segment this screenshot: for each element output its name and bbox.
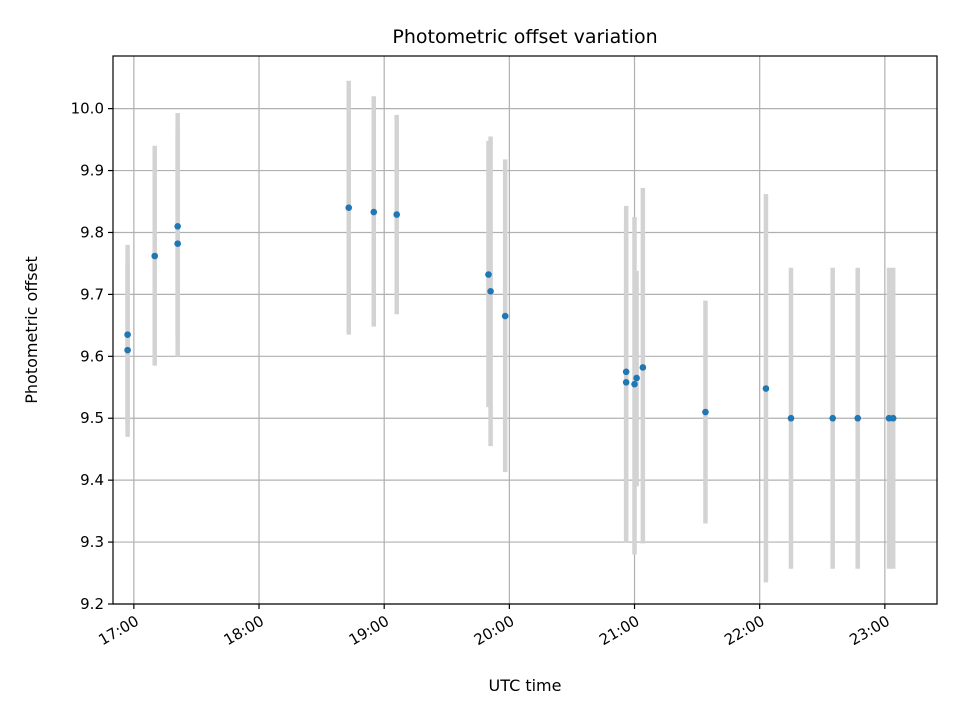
data-point <box>345 204 353 212</box>
data-point <box>702 408 709 416</box>
data-point <box>174 222 181 230</box>
data-point <box>889 414 897 422</box>
data-points <box>124 204 897 422</box>
data-point <box>370 208 378 216</box>
data-point <box>622 368 630 376</box>
y-tick-label: 9.5 <box>80 409 104 427</box>
data-point <box>633 374 640 382</box>
y-axis-ticks: 9.2 9.3 9.4 9.5 9.6 9.7 9.8 9.9 10.0 <box>71 100 113 613</box>
plot-frame <box>112 55 938 605</box>
data-point <box>124 346 131 354</box>
y-tick-label: 10.0 <box>71 100 104 118</box>
data-point <box>787 414 795 422</box>
y-tick-label: 9.3 <box>80 533 104 551</box>
y-tick-label: 9.8 <box>80 223 104 241</box>
y-tick-label: 9.7 <box>80 285 104 303</box>
data-point <box>151 252 159 260</box>
chart-title: Photometric offset variation <box>392 26 657 48</box>
y-axis-label: Photometric offset <box>22 256 41 404</box>
data-point <box>622 379 630 386</box>
y-tick-label: 9.9 <box>80 162 104 180</box>
data-point <box>174 240 181 247</box>
data-point <box>501 312 509 320</box>
y-tick-label: 9.2 <box>80 595 104 613</box>
x-axis-label: UTC time <box>489 676 562 695</box>
data-point <box>393 211 401 218</box>
data-point <box>124 331 131 338</box>
y-tick-label: 9.4 <box>80 471 104 489</box>
data-point <box>631 380 638 388</box>
data-point <box>854 414 862 422</box>
y-tick-label: 9.6 <box>80 347 104 365</box>
data-point <box>762 385 770 392</box>
data-point <box>485 271 492 278</box>
data-point <box>829 414 836 422</box>
data-point <box>487 287 494 295</box>
data-point <box>639 364 647 371</box>
